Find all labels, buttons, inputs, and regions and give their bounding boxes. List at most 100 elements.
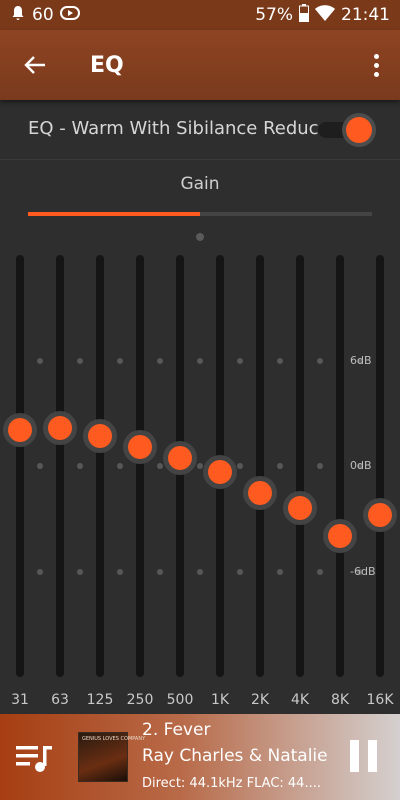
- frequency-labels: 31 63 125 250 500 1K 2K 4K 8K 16K: [0, 692, 400, 712]
- eq-band-track[interactable]: [96, 255, 104, 677]
- overflow-menu-button[interactable]: [364, 50, 388, 80]
- freq-label-4K: 4K: [290, 692, 310, 708]
- grid-dot: [157, 568, 163, 575]
- freq-label-16K: 16K: [366, 692, 394, 708]
- more-vert-icon-dot: [373, 62, 379, 68]
- grid-dot: [237, 568, 243, 575]
- freq-label-500: 500: [166, 692, 194, 708]
- db-label: 0dB: [350, 459, 372, 472]
- eq-band-thumb-250[interactable]: [128, 435, 152, 459]
- equalizer-bands: 6dB 0dB -6dB: [0, 255, 400, 685]
- eq-band-track[interactable]: [56, 255, 64, 677]
- eq-band-track[interactable]: [376, 255, 384, 677]
- grid-dot: [357, 568, 363, 575]
- grid-dot: [237, 463, 243, 469]
- eq-band-4K[interactable]: [280, 255, 323, 685]
- grid-dot: [317, 568, 323, 575]
- eq-band-31[interactable]: [0, 255, 43, 685]
- grid-dot: [197, 357, 203, 364]
- grid-dot: [77, 463, 83, 469]
- track-artist: Ray Charles & Natalie: [142, 746, 328, 766]
- eq-band-16K[interactable]: [360, 255, 400, 685]
- tab-indicator: [28, 212, 200, 216]
- eq-band-250[interactable]: [120, 255, 163, 685]
- back-button[interactable]: [0, 30, 70, 100]
- page-title: EQ: [90, 52, 124, 78]
- page-indicator-dot: [196, 233, 204, 241]
- freq-label-250: 250: [126, 692, 154, 708]
- tab-gain[interactable]: Gain: [180, 174, 220, 194]
- battery-level: 57%: [255, 5, 293, 25]
- grid-dot: [277, 463, 283, 469]
- eq-band-63[interactable]: [40, 255, 83, 685]
- notification-count: 60: [32, 5, 54, 25]
- grid-dot: [37, 568, 43, 575]
- eq-band-125[interactable]: [80, 255, 123, 685]
- grid-dot: [117, 463, 123, 469]
- more-vert-icon-dot: [373, 71, 379, 77]
- grid-dot: [157, 357, 163, 364]
- eq-band-track[interactable]: [136, 255, 144, 677]
- now-playing-bar[interactable]: GENIUS LOVES COMPANY: [0, 714, 400, 800]
- app-bar: EQ: [0, 30, 400, 100]
- status-bar: 60 57% 21:41: [0, 0, 400, 30]
- db-label: 6dB: [350, 353, 372, 367]
- queue-button[interactable]: [14, 738, 54, 778]
- preset-row[interactable]: EQ - Warm With Sibilance Reduct: [0, 100, 400, 160]
- tab-track: [28, 212, 372, 216]
- eq-band-1K[interactable]: [200, 255, 243, 685]
- grid-dot: [117, 357, 123, 364]
- grid-dot: [277, 357, 283, 364]
- eq-band-500[interactable]: [160, 255, 203, 685]
- eq-band-thumb-8K[interactable]: [328, 523, 352, 548]
- grid-dot: [357, 463, 363, 469]
- eq-band-track[interactable]: [16, 255, 24, 677]
- pause-icon-bar: [368, 740, 377, 772]
- freq-label-8K: 8K: [330, 692, 350, 708]
- queue-music-icon: [16, 746, 52, 772]
- toggle-thumb: [346, 117, 372, 143]
- battery-icon: [299, 3, 309, 27]
- eq-band-thumb-500[interactable]: [168, 445, 192, 470]
- eq-band-thumb-1K[interactable]: [208, 460, 232, 485]
- eq-band-thumb-4K[interactable]: [288, 496, 312, 521]
- track-format: Direct: 44.1kHz FLAC: 44....: [142, 776, 321, 791]
- freq-label-1K: 1K: [210, 692, 230, 708]
- wifi-icon: [315, 4, 335, 26]
- eq-band-track[interactable]: [296, 255, 304, 677]
- freq-label-125: 125: [86, 692, 114, 708]
- freq-label-31: 31: [11, 692, 29, 708]
- preset-name[interactable]: EQ - Warm With Sibilance Reduct: [28, 118, 318, 139]
- grid-dot: [37, 463, 43, 469]
- grid-dot: [357, 357, 363, 364]
- eq-band-thumb-125[interactable]: [88, 424, 112, 449]
- clock: 21:41: [341, 5, 390, 25]
- grid-dot: [117, 568, 123, 575]
- eq-band-thumb-2K[interactable]: [248, 481, 272, 506]
- grid-dot: [77, 568, 83, 575]
- eq-enable-toggle[interactable]: [318, 117, 374, 143]
- more-vert-icon: [373, 53, 379, 59]
- grid-dot: [77, 357, 83, 364]
- eq-band-thumb-63[interactable]: [48, 416, 72, 441]
- pause-button[interactable]: [350, 740, 380, 774]
- album-art[interactable]: GENIUS LOVES COMPANY: [78, 732, 145, 782]
- pause-icon: [350, 740, 359, 772]
- grid-dot: [157, 463, 163, 469]
- arrow-left-icon: [24, 56, 45, 74]
- eq-band-8K[interactable]: [320, 255, 363, 685]
- freq-label-2K: 2K: [250, 692, 270, 708]
- notification-icon: [10, 5, 26, 26]
- eq-band-track[interactable]: [336, 255, 344, 677]
- eq-band-2K[interactable]: [240, 255, 283, 685]
- eq-band-track[interactable]: [256, 255, 264, 677]
- freq-label-63: 63: [51, 692, 69, 708]
- grid-dot: [197, 568, 203, 575]
- grid-dot: [37, 357, 43, 364]
- track-title: 2. Fever: [142, 720, 211, 740]
- grid-dot: [317, 463, 323, 469]
- eq-band-thumb-31[interactable]: [8, 418, 32, 443]
- app-notification-icon: [59, 4, 80, 27]
- grid-dot: [277, 568, 283, 575]
- eq-band-thumb-16K[interactable]: [368, 502, 392, 527]
